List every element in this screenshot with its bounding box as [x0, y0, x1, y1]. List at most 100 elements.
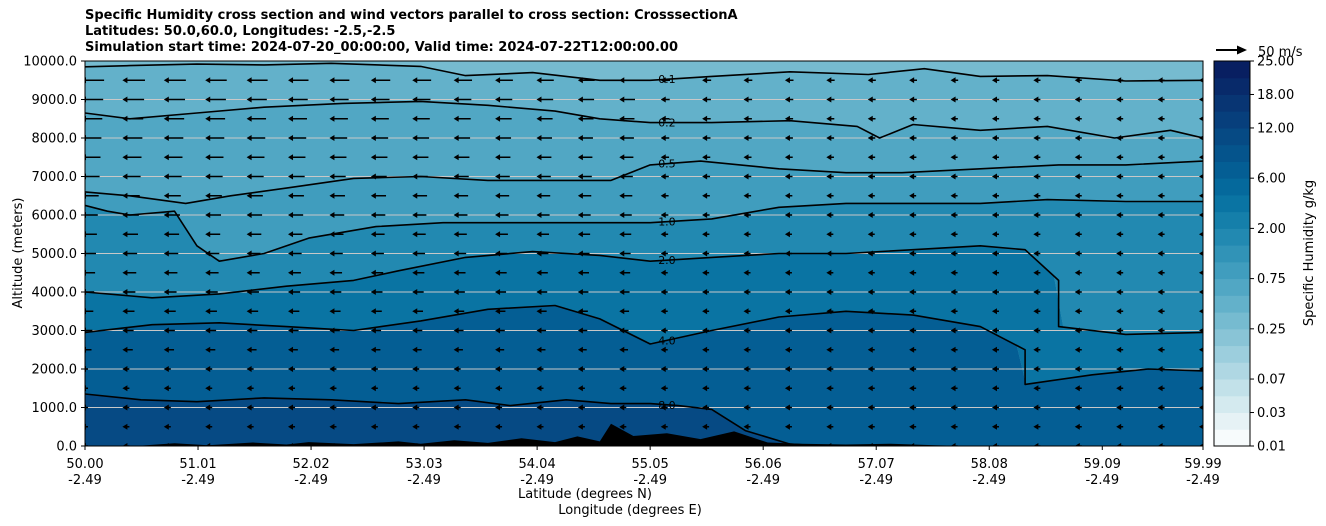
- colorbar-band: [1214, 211, 1250, 229]
- colorbar-tick-label: 25.00: [1257, 55, 1294, 70]
- wind-vector-head: [370, 173, 376, 180]
- wind-vector-head: [288, 404, 294, 411]
- wind-vector-head: [453, 250, 459, 257]
- wind-vector-head: [867, 423, 873, 430]
- wind-vector-head: [246, 173, 252, 180]
- wind-vector-head: [1157, 346, 1163, 353]
- wind-vector-head: [163, 346, 169, 353]
- wind-vector-head: [577, 173, 583, 180]
- colorbar-band: [1214, 61, 1250, 79]
- wind-vector-head: [784, 346, 790, 353]
- wind-vector-head: [370, 77, 376, 84]
- contour-label: 8.0: [658, 399, 676, 412]
- wind-vector-head: [495, 135, 501, 141]
- wind-vector-head: [784, 154, 790, 161]
- wind-vector-head: [1033, 231, 1039, 238]
- wind-vector-head: [246, 96, 252, 103]
- wind-vector-head: [1199, 154, 1203, 160]
- contour-line: [85, 393, 824, 446]
- wind-vector-head: [163, 289, 169, 295]
- wind-vector-head: [1116, 385, 1122, 392]
- wind-vector-head: [577, 423, 583, 430]
- colorbar-band: [1214, 144, 1250, 162]
- x-axis-label-longitude: Longitude (degrees E): [558, 503, 702, 518]
- wind-vector-head: [1033, 212, 1039, 218]
- humidity-band: [85, 63, 1203, 138]
- wind-vector-head: [536, 346, 542, 353]
- wind-vector-head: [619, 404, 625, 411]
- wind-vector-head: [702, 346, 708, 353]
- wind-vector-head: [1199, 385, 1203, 391]
- wind-vector-head: [1116, 212, 1122, 218]
- wind-vector-head: [702, 154, 708, 161]
- colorbar-band: [1214, 295, 1250, 313]
- wind-vector-head: [205, 192, 211, 199]
- wind-vector-head: [453, 346, 459, 353]
- wind-vector-head: [163, 115, 169, 122]
- wind-vector-head: [370, 192, 376, 199]
- wind-vector-head: [329, 308, 335, 315]
- wind-vector-head: [370, 385, 376, 392]
- wind-vector-head: [1199, 251, 1203, 256]
- x-axis-label-latitude: Latitude (degrees N): [518, 487, 652, 502]
- y-tick-label: 9000.0: [32, 93, 78, 108]
- wind-vector-head: [1157, 327, 1163, 334]
- wind-vector-head: [577, 289, 583, 295]
- wind-vector-head: [412, 135, 418, 141]
- wind-vector-head: [1116, 77, 1122, 84]
- x-tick-label-lon: -2.49: [972, 473, 1006, 488]
- wind-vector-head: [826, 77, 832, 84]
- wind-vector-head: [163, 192, 169, 199]
- wind-vector-head: [1116, 366, 1122, 372]
- wind-vector-head: [329, 212, 335, 218]
- wind-vector-head: [577, 192, 583, 199]
- wind-vector-head: [205, 250, 211, 257]
- wind-vector-head: [702, 192, 708, 199]
- wind-vector-head: [495, 192, 501, 199]
- wind-vector-head: [1116, 423, 1122, 430]
- colorbar-band: [1214, 178, 1250, 196]
- wind-vector-head: [1157, 269, 1163, 276]
- wind-vector-head: [205, 212, 211, 218]
- wind-vector-head: [412, 212, 418, 218]
- wind-vector-head: [619, 327, 625, 334]
- quiver-key: 50 m/s: [1216, 45, 1303, 60]
- wind-vector-head: [743, 423, 749, 430]
- wind-vector-head: [950, 250, 956, 257]
- wind-vector-head: [909, 404, 915, 411]
- wind-vector-head: [1116, 346, 1122, 353]
- y-tick-label: 7000.0: [32, 170, 78, 185]
- wind-vector-head: [329, 366, 335, 372]
- wind-vector-head: [205, 173, 211, 180]
- contour-lines: 0.10.20.51.02.04.08.0: [85, 62, 1203, 446]
- wind-vector-head: [867, 308, 873, 315]
- x-tick-label-lon: -2.49: [633, 473, 667, 488]
- y-tick-label: 3000.0: [32, 324, 78, 339]
- wind-vector-head: [1199, 424, 1203, 430]
- wind-vector-head: [867, 173, 873, 180]
- wind-vector-head: [909, 192, 915, 199]
- wind-vector-head: [743, 212, 749, 218]
- wind-vector-head: [1116, 250, 1122, 257]
- wind-vector-head: [1074, 115, 1080, 122]
- wind-vector-head: [784, 135, 790, 141]
- wind-vector-head: [909, 212, 915, 218]
- wind-vector-head: [826, 385, 832, 392]
- wind-vector-head: [453, 173, 459, 180]
- wind-vector-head: [122, 115, 128, 122]
- wind-vector-head: [1074, 423, 1080, 430]
- wind-vector-head: [867, 385, 873, 392]
- wind-vector-head: [1074, 269, 1080, 276]
- wind-vector-head: [1033, 346, 1039, 353]
- wind-vector-head: [453, 231, 459, 238]
- wind-vector-head: [370, 404, 376, 411]
- wind-vector-head: [370, 212, 376, 218]
- contour-line: [85, 160, 1203, 205]
- wind-vector-head: [246, 308, 252, 315]
- wind-vector-head: [1199, 366, 1203, 372]
- wind-vector-head: [909, 135, 915, 141]
- wind-vector-head: [163, 366, 169, 372]
- wind-vector-head: [495, 404, 501, 411]
- y-tick-label: 8000.0: [32, 132, 78, 147]
- wind-vector-head: [950, 212, 956, 218]
